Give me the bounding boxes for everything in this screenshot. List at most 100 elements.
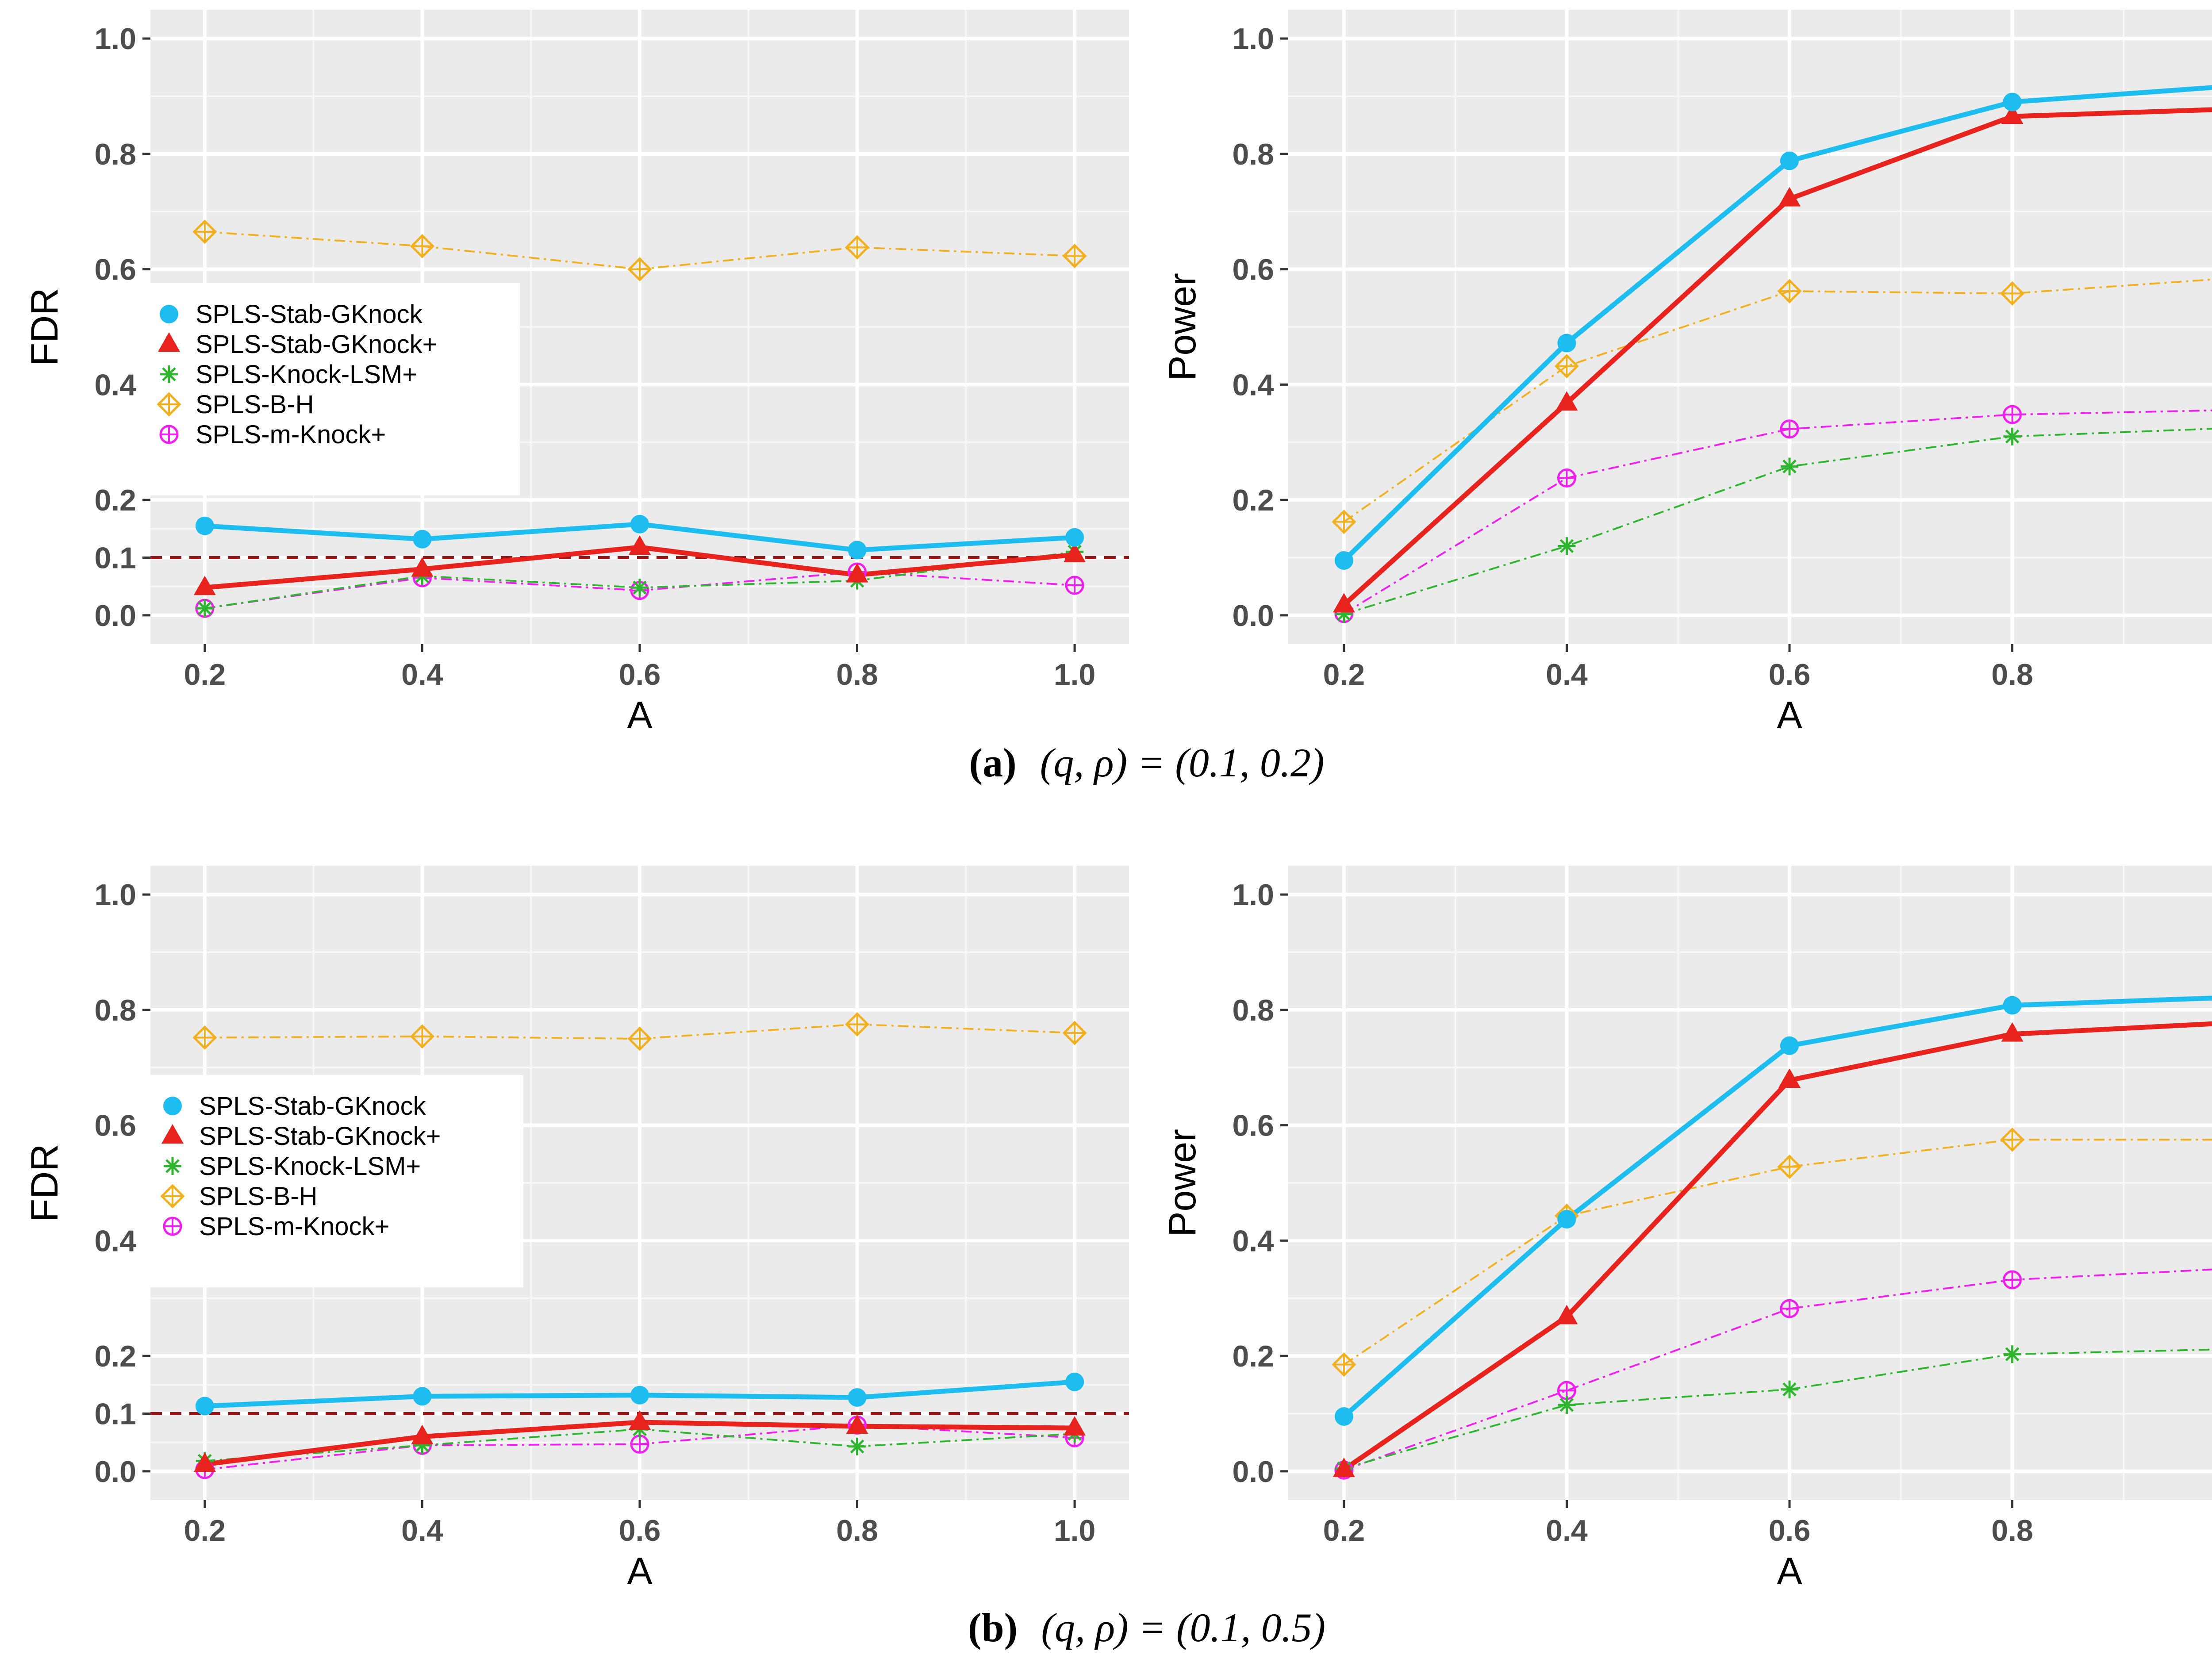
series-4-point — [2000, 281, 2025, 306]
x-tick-label: 0.2 — [184, 658, 226, 691]
series-3-point — [1781, 457, 1798, 476]
caption-a-math: (q, ρ) = (0.1, 0.2) — [1040, 740, 1325, 785]
legend-label-3: SPLS-Knock-LSM+ — [199, 1152, 421, 1181]
y-tick-label: 1.0 — [94, 22, 136, 56]
series-1-point — [2003, 92, 2022, 111]
series-1-point — [195, 516, 214, 535]
series-2-point — [1333, 1457, 1355, 1477]
series-3-point — [196, 599, 214, 618]
series-1-point — [413, 1387, 432, 1406]
series-3-point — [1781, 1380, 1798, 1398]
chart-panel-b-left: 0.0 0.1 0.2 0.4 0.6 0.8 1.0 0.2 0.4 0.6 0.8 1.0 A FDR… — [23, 866, 1129, 1593]
chart-panel-a-left: 0.0 0.1 0.2 0.4 0.6 0.8 1.0 0.2 0.4 0.6 0.8 1.0 A FDR… — [23, 10, 1129, 737]
y-axis-title: FDR — [23, 1144, 66, 1222]
series-2-point — [629, 1410, 651, 1430]
series-1-point — [848, 541, 867, 560]
legend-key-5 — [163, 1217, 182, 1236]
x-tick-label: 0.2 — [184, 1514, 226, 1547]
series-4-point — [845, 1012, 870, 1037]
series-4-point — [845, 235, 870, 260]
series-2-point — [1778, 1068, 1801, 1088]
x-tick-label: 0.4 — [401, 1514, 443, 1547]
series-4-point — [410, 1024, 434, 1049]
series-line-5 — [1344, 1268, 2212, 1471]
series-1-point — [630, 1386, 649, 1405]
y-tick-label: 0.4 — [94, 368, 136, 402]
series-2-point — [846, 1414, 868, 1434]
legend-key-3 — [160, 365, 178, 383]
series-3-point — [1558, 537, 1576, 555]
y-tick-label: 0.2 — [94, 484, 136, 517]
series-4-point — [1777, 1154, 1802, 1179]
series-1-point — [1557, 1210, 1576, 1229]
y-tick-label: 0.8 — [1232, 138, 1274, 171]
legend-key-1 — [163, 1097, 182, 1115]
series-4-point — [627, 1026, 652, 1051]
y-tick-label: 0.6 — [94, 253, 136, 287]
legend: SPLS-Stab-GKnockSPLS-Stab-GKnock+SPLS-Kn… — [137, 283, 520, 495]
series-1-point — [848, 1388, 867, 1407]
series-5-point — [1780, 1299, 1799, 1318]
series-1-point — [1334, 551, 1353, 570]
series-2-point — [1333, 593, 1355, 613]
y-tick-label: 0.6 — [1232, 1109, 1274, 1143]
caption-a: (a) (q, ρ) = (0.1, 0.2) — [969, 740, 1324, 785]
caption-a-label: (a) — [969, 740, 1016, 785]
series-2-point — [1778, 187, 1801, 207]
series-4-point — [1332, 1352, 1356, 1377]
y-axis-title: Power — [1161, 273, 1204, 381]
legend-label-4: SPLS-B-H — [199, 1182, 318, 1211]
chart-panel-b-right: 0.00.20.40.60.81.00.20.40.60.81.0APower — [1161, 866, 2212, 1593]
series-4-point — [410, 234, 434, 259]
series-3-point — [2003, 427, 2021, 445]
series-4-point — [1777, 279, 1802, 303]
y-tick-label: 0.0 — [1232, 1455, 1274, 1489]
series-5-point — [630, 1435, 649, 1454]
series-3-point — [848, 1437, 866, 1455]
series-2-point — [629, 535, 651, 555]
series-2-point — [2001, 1022, 2024, 1042]
y-tick-label: 0.2 — [1232, 484, 1274, 517]
series-1-point — [1065, 1372, 1084, 1391]
series-2-point — [2001, 104, 2024, 124]
series-4-point — [627, 257, 652, 282]
legend-label-4: SPLS-B-H — [196, 390, 314, 419]
series-2-point — [1555, 1305, 1578, 1324]
series-4-point — [1062, 1021, 1087, 1045]
legend-key-4 — [160, 1184, 185, 1209]
caption-b-label: (b) — [968, 1605, 1018, 1650]
legend-key-4 — [157, 392, 181, 417]
series-3-point — [631, 579, 649, 597]
legend-label-5: SPLS-m-Knock+ — [199, 1212, 389, 1241]
legend-label-1: SPLS-Stab-GKnock — [196, 300, 423, 329]
y-tick-label: 1.0 — [1232, 878, 1274, 912]
y-tick-label: 0.8 — [94, 138, 136, 171]
legend-background — [137, 283, 520, 495]
series-1-point — [195, 1397, 214, 1416]
series-4-point — [1554, 354, 1579, 379]
legend-key-5 — [159, 425, 179, 444]
series-1-point — [630, 514, 649, 534]
y-tick-label: 0.2 — [1232, 1340, 1274, 1373]
series-line-4 — [1343, 1139, 2212, 1366]
series-5-point — [1557, 468, 1576, 488]
x-tick-label: 0.8 — [1991, 658, 2033, 691]
x-axis-title: A — [1777, 694, 1802, 737]
x-tick-label: 0.4 — [401, 658, 443, 691]
caption-b-math: (q, ρ) = (0.1, 0.5) — [1041, 1605, 1325, 1650]
y-tick-label: 0.1 — [94, 541, 136, 575]
series-1-point — [2003, 996, 2022, 1015]
series-4-point — [192, 219, 217, 244]
series-5-point — [2003, 1270, 2022, 1290]
series-1-point — [1065, 528, 1084, 547]
series-4-point — [2000, 1127, 2025, 1152]
x-tick-label: 0.8 — [836, 1514, 878, 1547]
series-2-point — [1555, 391, 1578, 411]
y-tick-label: 0.0 — [1232, 599, 1274, 633]
legend-background — [141, 1075, 523, 1287]
y-axis-title: Power — [1161, 1129, 1204, 1237]
chart-panel-a-right: 0.00.20.40.60.81.00.20.40.60.81.0APower — [1161, 10, 2212, 737]
series-3-point — [1558, 1396, 1576, 1414]
legend-label-2: SPLS-Stab-GKnock+ — [199, 1122, 441, 1151]
